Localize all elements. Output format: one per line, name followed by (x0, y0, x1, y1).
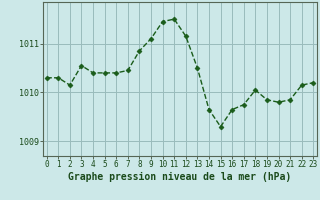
X-axis label: Graphe pression niveau de la mer (hPa): Graphe pression niveau de la mer (hPa) (68, 172, 292, 182)
